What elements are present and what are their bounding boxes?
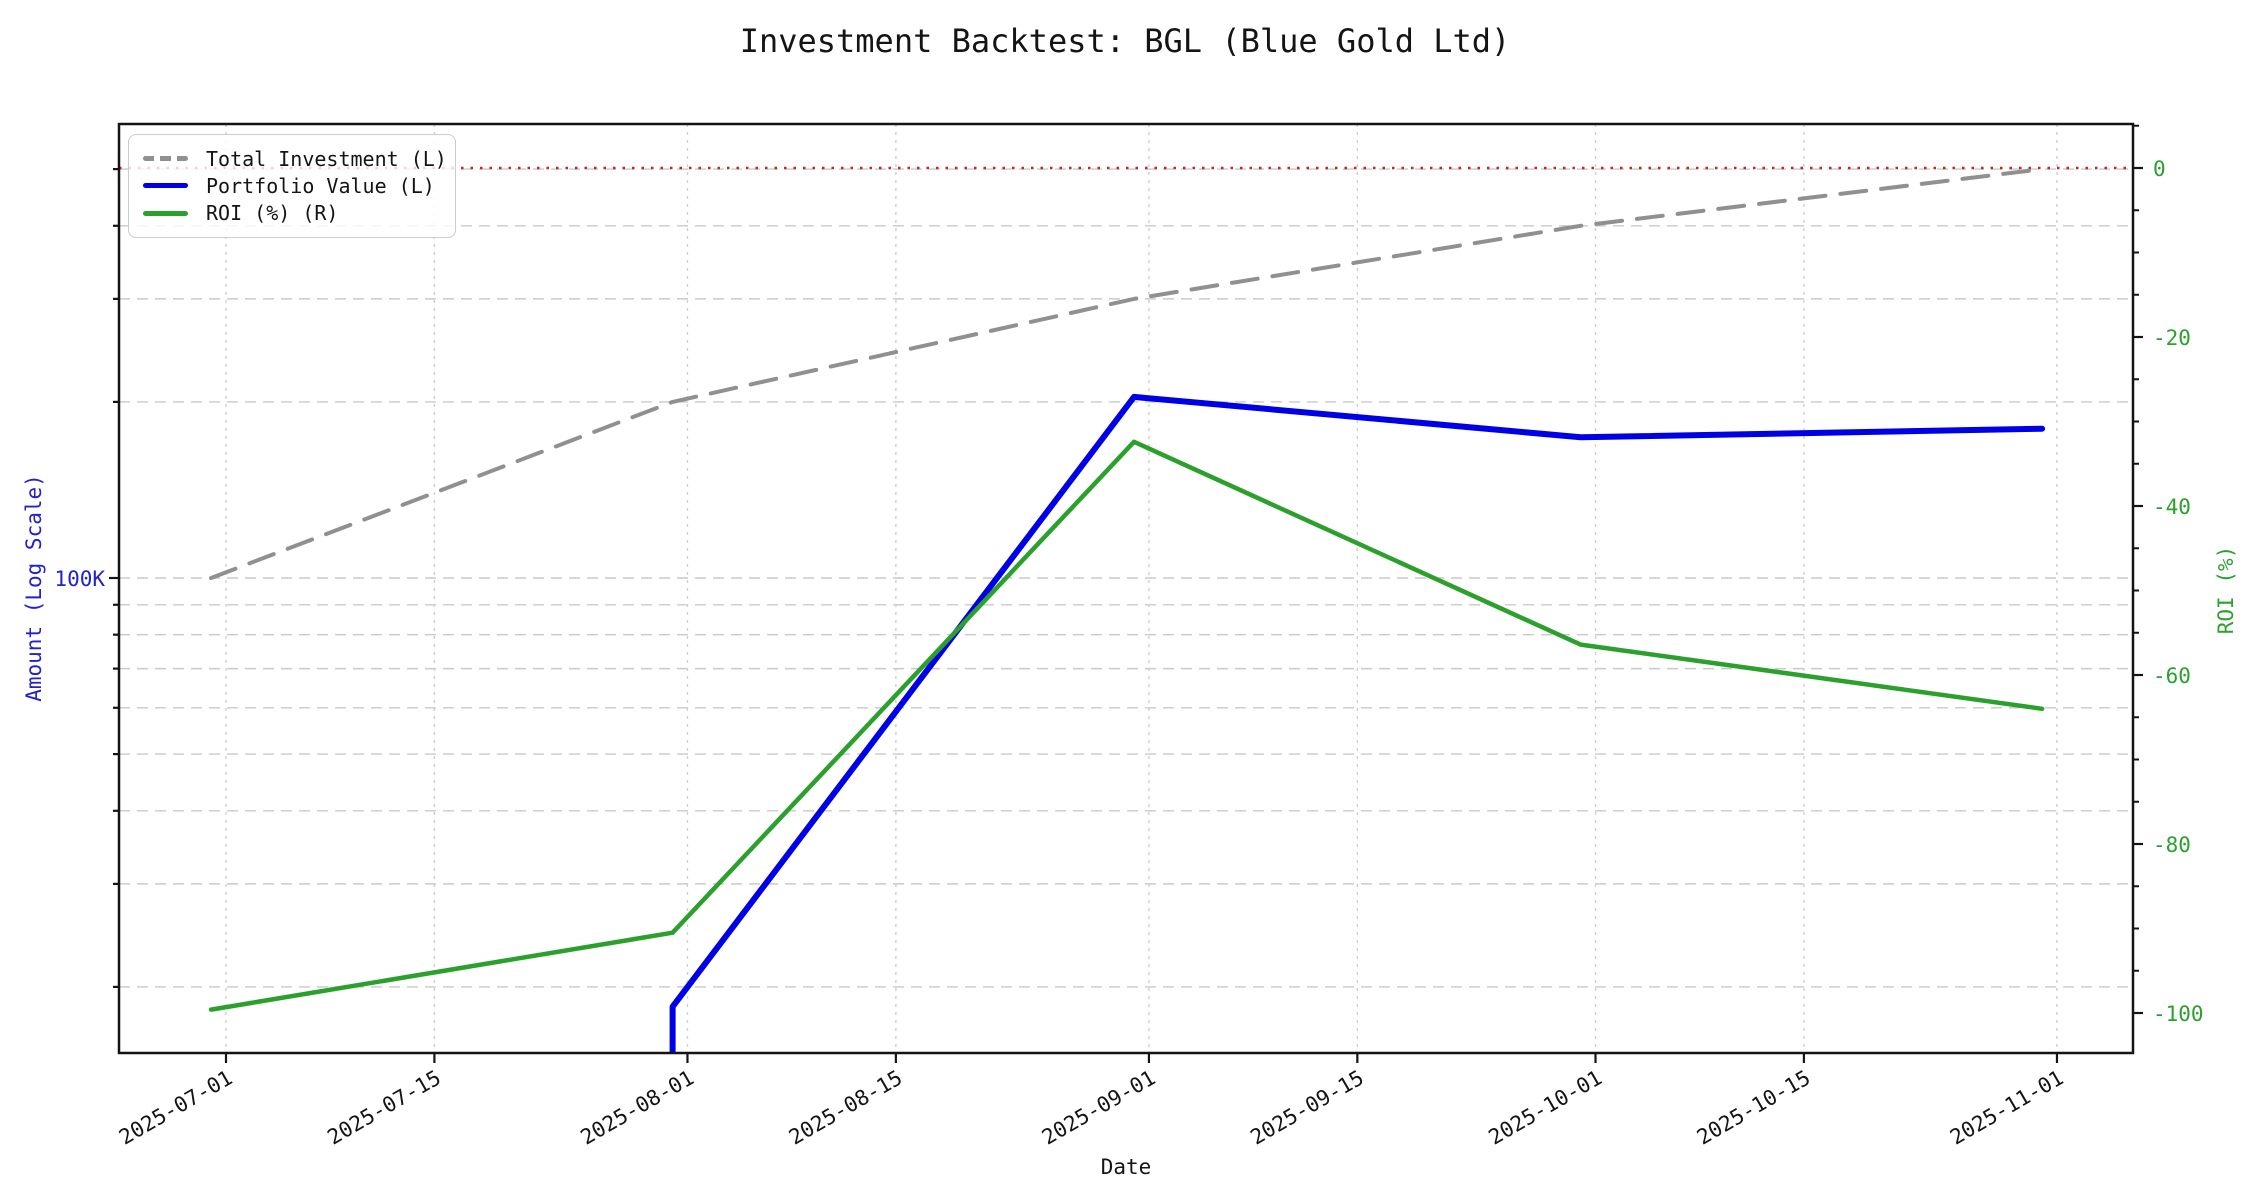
legend-label: Portfolio Value (L) — [206, 173, 435, 198]
roi-line — [208, 439, 2045, 1012]
y-right-tick-label: -40 — [2153, 495, 2191, 519]
y-right-tick-label: 0 — [2153, 157, 2166, 181]
legend: Total Investment (L) Portfolio Value (L)… — [128, 134, 456, 238]
x-tick-label: 2025-09-01 — [1038, 1066, 1159, 1150]
chart-title: Investment Backtest: BGL (Blue Gold Ltd) — [739, 22, 1511, 60]
y-right-tick-label: -60 — [2153, 664, 2191, 688]
solid-line-sample — [143, 211, 188, 216]
x-tick-label: 2025-07-15 — [323, 1066, 444, 1150]
legend-label: Total Investment (L) — [206, 146, 447, 171]
x-axis-label: Date — [1100, 1155, 1152, 1179]
legend-item-portfolio-value: Portfolio Value (L) — [143, 172, 441, 199]
x-tick-label: 2025-08-01 — [576, 1066, 697, 1150]
legend-item-total-investment: Total Investment (L) — [143, 145, 447, 172]
solid-line-sample — [143, 183, 188, 189]
axes-spines — [117, 122, 2135, 1055]
x-tick-label: 2025-08-15 — [785, 1066, 906, 1150]
portfolio-value-line — [669, 393, 2046, 1053]
x-tick-label: 2025-10-15 — [1693, 1066, 1814, 1150]
x-tick-label: 2025-07-01 — [115, 1066, 236, 1150]
left-axis-label: Amount (Log Scale) — [22, 474, 46, 702]
x-tick-label: 2025-10-01 — [1485, 1066, 1606, 1150]
right-axis-label: ROI (%) — [2214, 545, 2238, 635]
x-tick-label: 2025-11-01 — [1946, 1066, 2067, 1150]
y-right-tick-label: -80 — [2153, 833, 2191, 857]
legend-item-roi: ROI (%) (R) — [143, 200, 441, 227]
y-right-tick-label: -20 — [2153, 326, 2191, 350]
total-investment-line — [209, 167, 2045, 580]
x-tick-label: 2025-09-15 — [1246, 1066, 1367, 1150]
dashed-line-sample — [143, 156, 188, 162]
y-right-tick-label: -100 — [2153, 1002, 2204, 1026]
legend-label: ROI (%) (R) — [206, 201, 339, 226]
y-left-tick-label: 100K — [54, 567, 105, 591]
